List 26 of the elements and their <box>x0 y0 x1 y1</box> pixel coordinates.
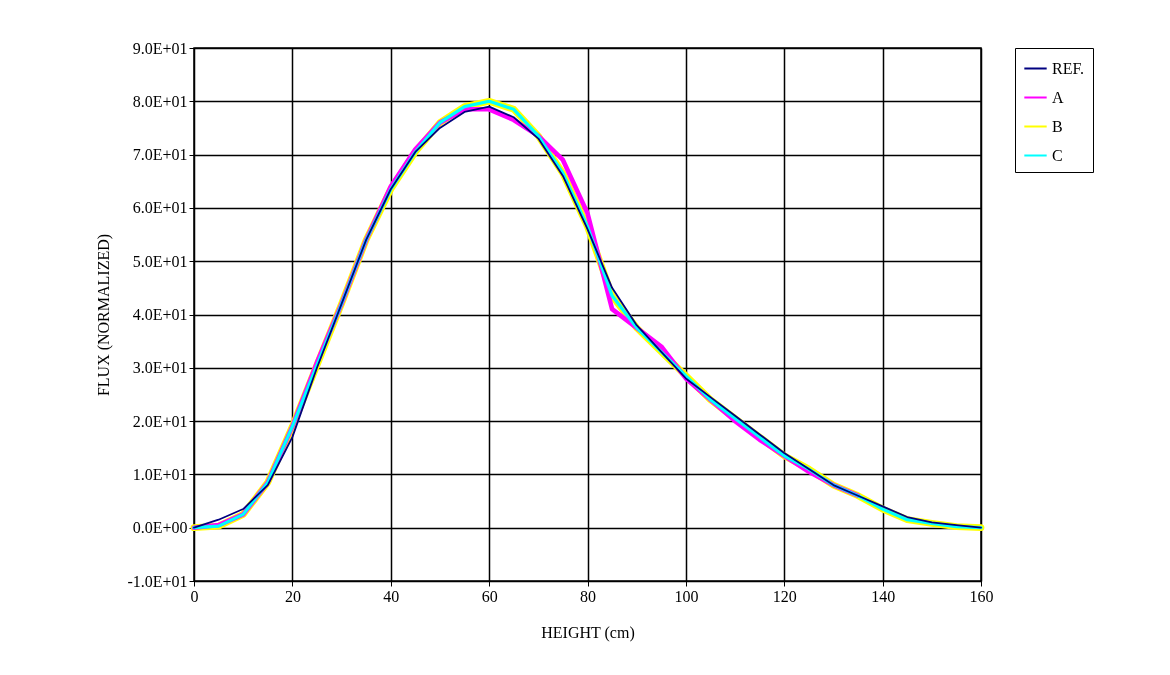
x-tick-label: 80 <box>580 587 596 605</box>
x-axis-title: HEIGHT (cm) <box>541 623 635 642</box>
x-tick-label: 120 <box>772 587 797 605</box>
legend-label: C <box>1052 146 1063 164</box>
y-tick-label: 5.0E+01 <box>132 252 188 270</box>
y-tick-label: 3.0E+01 <box>132 359 188 377</box>
x-tick-label: 20 <box>284 587 301 605</box>
y-tick-label: 0.0E+00 <box>132 519 188 537</box>
y-tick-label: 7.0E+01 <box>132 146 188 164</box>
x-tick-label: 160 <box>969 587 994 605</box>
legend-label: B <box>1052 117 1063 135</box>
x-tick-label: 40 <box>383 587 400 605</box>
y-tick-label: -1.0E+01 <box>127 572 188 590</box>
y-tick-label: 4.0E+01 <box>132 306 188 323</box>
legend-label: A <box>1052 88 1064 106</box>
y-tick-label: 6.0E+01 <box>132 199 188 217</box>
y-axis-title: FLUX (NORMALIZED) <box>95 233 114 397</box>
x-tick-label: 60 <box>481 587 498 605</box>
y-tick-label: 1.0E+01 <box>132 465 188 483</box>
x-tick-label: 140 <box>871 587 896 605</box>
y-tick-label: 9.0E+01 <box>132 39 188 57</box>
y-tick-label: 2.0E+01 <box>132 412 188 430</box>
x-tick-label: 100 <box>674 587 699 605</box>
legend-label: REF. <box>1052 59 1085 77</box>
x-tick-label: 0 <box>190 587 199 605</box>
y-tick-label: 8.0E+01 <box>132 92 188 110</box>
